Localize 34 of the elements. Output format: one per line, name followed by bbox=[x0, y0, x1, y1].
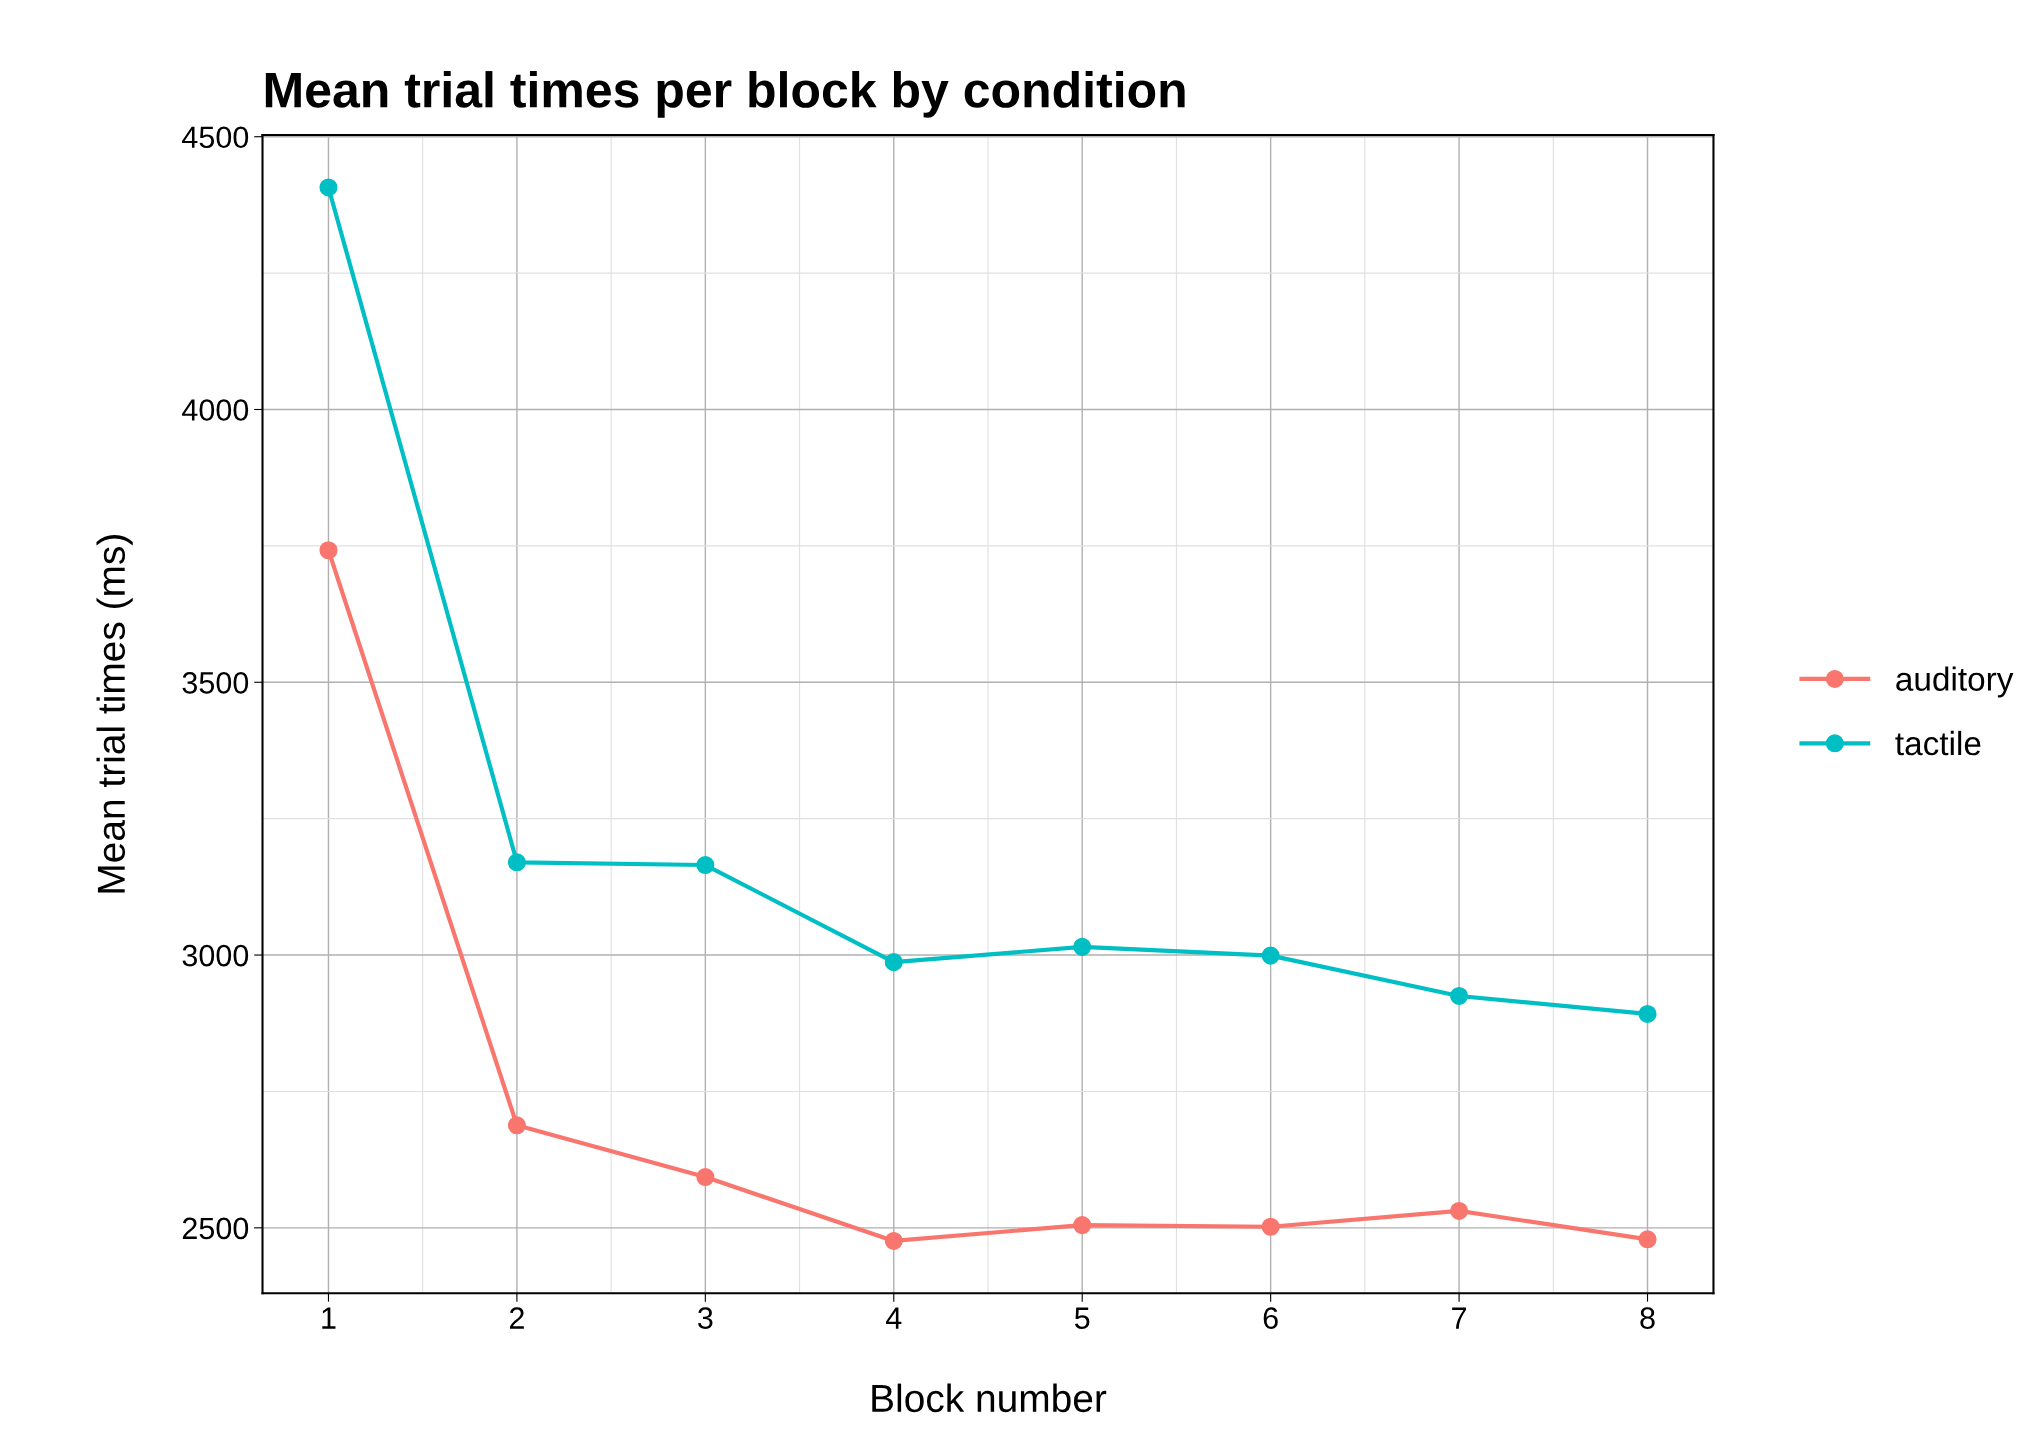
point bbox=[696, 856, 715, 875]
y-tick-label: 4500 bbox=[182, 126, 249, 149]
x-tick-label: 3 bbox=[698, 1307, 713, 1329]
y-tick-label: 4000 bbox=[182, 399, 249, 421]
point bbox=[319, 178, 338, 197]
point bbox=[319, 541, 338, 560]
y-tick-label: 2500 bbox=[182, 1217, 249, 1240]
x-tick-label: 4 bbox=[885, 1307, 902, 1329]
point bbox=[696, 1168, 715, 1187]
x-tick-label: 2 bbox=[509, 1307, 524, 1329]
x-tick-label: 8 bbox=[1640, 1307, 1655, 1329]
x-tick-label: 1 bbox=[322, 1307, 336, 1329]
point bbox=[1450, 1201, 1469, 1220]
point bbox=[1638, 1004, 1657, 1024]
point bbox=[507, 1116, 526, 1135]
legend-label: auditory bbox=[1896, 666, 2014, 698]
x-tick-label: 5 bbox=[1074, 1307, 1090, 1329]
point bbox=[884, 953, 903, 972]
x-axis-title: Block number bbox=[872, 1383, 1107, 1413]
y-tick-label: 3500 bbox=[182, 672, 249, 694]
point bbox=[507, 853, 526, 872]
chart-title: Mean trial times per block by condition bbox=[265, 71, 1185, 118]
x-tick-label: 6 bbox=[1263, 1307, 1278, 1329]
x-tick-label: 7 bbox=[1452, 1307, 1467, 1329]
y-axis-title: Mean trial times (ms) bbox=[96, 535, 133, 893]
point bbox=[1261, 946, 1280, 965]
point bbox=[1450, 986, 1469, 1005]
point bbox=[884, 1231, 903, 1250]
point bbox=[1073, 1216, 1092, 1235]
point bbox=[1638, 1230, 1657, 1249]
point bbox=[1073, 937, 1092, 956]
y-tick-label: 3000 bbox=[182, 944, 249, 967]
legend-label: tactile bbox=[1895, 730, 1981, 756]
point bbox=[1261, 1217, 1280, 1236]
